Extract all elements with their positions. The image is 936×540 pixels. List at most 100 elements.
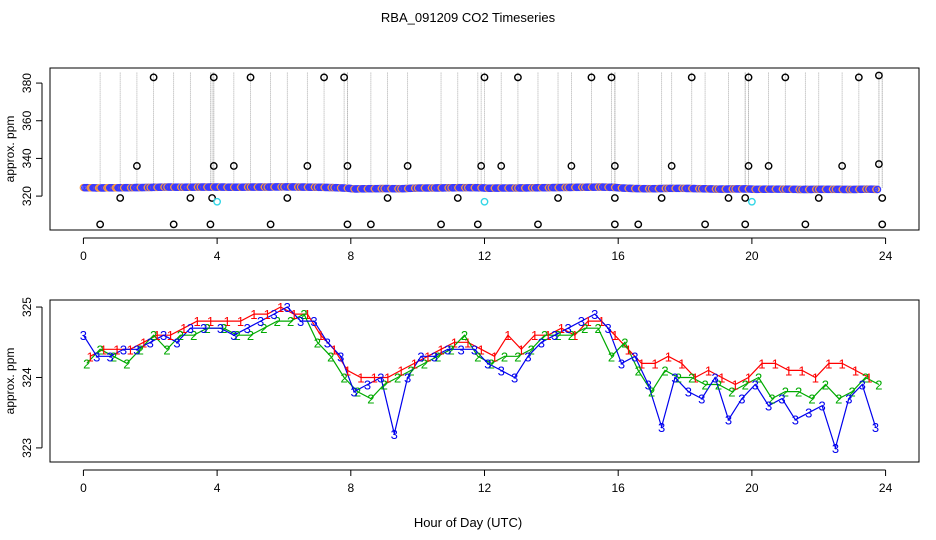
series-point-2: 2 bbox=[203, 321, 210, 336]
series-point-3: 3 bbox=[377, 370, 384, 385]
series-point-2: 2 bbox=[123, 356, 130, 371]
series-point-2: 2 bbox=[274, 314, 281, 329]
point-outliers-low bbox=[366, 220, 375, 229]
series-point-1: 1 bbox=[732, 378, 739, 393]
point-outliers-mid bbox=[229, 162, 238, 170]
point-outliers-low bbox=[801, 220, 810, 229]
series-point-2: 2 bbox=[407, 363, 414, 378]
series-point-2: 2 bbox=[434, 349, 441, 364]
series-point-2: 2 bbox=[327, 349, 334, 364]
series-point-1: 1 bbox=[113, 342, 120, 357]
x-tick-label: 4 bbox=[214, 481, 221, 495]
series-line-3 bbox=[82, 306, 877, 451]
series-point-2: 2 bbox=[421, 356, 428, 371]
series-point-1: 1 bbox=[264, 307, 271, 322]
point-outliers-mid bbox=[209, 162, 218, 170]
series-point-2: 2 bbox=[394, 370, 401, 385]
series-point-3: 3 bbox=[284, 300, 291, 315]
point-outliers-low-near bbox=[116, 194, 125, 202]
point-outliers-low bbox=[473, 220, 482, 229]
series-point-1: 1 bbox=[180, 321, 187, 336]
x-tick-label: 12 bbox=[478, 481, 492, 495]
series-point-3: 3 bbox=[187, 321, 194, 336]
series-point-3: 3 bbox=[230, 328, 237, 343]
series-point-2: 2 bbox=[728, 385, 735, 400]
point-outliers-low-near bbox=[724, 194, 733, 202]
series-point-3: 3 bbox=[120, 342, 127, 357]
point-outliers-low-near bbox=[186, 194, 195, 202]
series-point-2: 2 bbox=[701, 378, 708, 393]
series-point-3: 3 bbox=[698, 392, 705, 407]
series-point-3: 3 bbox=[725, 413, 732, 428]
series-point-3: 3 bbox=[200, 321, 207, 336]
point-outliers-low-near bbox=[610, 194, 619, 202]
series-point-1: 1 bbox=[290, 307, 297, 322]
series-point-1: 1 bbox=[544, 328, 551, 343]
series-point-1: 1 bbox=[491, 349, 498, 364]
point-outliers-low bbox=[437, 220, 445, 229]
series-point-1: 1 bbox=[839, 356, 846, 371]
point-outliers-low bbox=[701, 220, 709, 229]
series-point-3: 3 bbox=[538, 335, 545, 350]
series-point-1: 1 bbox=[193, 314, 200, 329]
x-tick-label: 8 bbox=[347, 481, 354, 495]
series-point-1: 1 bbox=[758, 356, 765, 371]
series-point-3: 3 bbox=[364, 378, 371, 393]
series-point-3: 3 bbox=[173, 335, 180, 350]
series-point-2: 2 bbox=[163, 342, 170, 357]
series-point-3: 3 bbox=[484, 356, 491, 371]
series-point-1: 1 bbox=[865, 370, 872, 385]
series-point-3: 3 bbox=[618, 356, 625, 371]
series-point-3: 3 bbox=[645, 378, 652, 393]
series-point-2: 2 bbox=[661, 363, 668, 378]
x-tick-label: 16 bbox=[612, 481, 626, 495]
series-point-1: 1 bbox=[153, 328, 160, 343]
series-point-2: 2 bbox=[621, 335, 628, 350]
plot-frame bbox=[49, 67, 920, 231]
series-point-3: 3 bbox=[605, 321, 612, 336]
y-tick-label: 324 bbox=[20, 367, 34, 387]
series-point-2: 2 bbox=[260, 321, 267, 336]
series-point-3: 3 bbox=[147, 335, 154, 350]
series-point-1: 1 bbox=[344, 363, 351, 378]
series-point-2: 2 bbox=[300, 307, 307, 322]
series-point-1: 1 bbox=[705, 363, 712, 378]
y-tick-label: 380 bbox=[20, 73, 34, 93]
series-point-2: 2 bbox=[97, 342, 104, 357]
plot-frame bbox=[49, 299, 920, 463]
series-point-2: 2 bbox=[447, 342, 454, 357]
x-tick-label: 4 bbox=[214, 249, 221, 263]
series-point-1: 1 bbox=[504, 328, 511, 343]
series-point-2: 2 bbox=[501, 349, 508, 364]
series-point-3: 3 bbox=[324, 335, 331, 350]
x-tick-label: 0 bbox=[80, 249, 87, 263]
series-point-3: 3 bbox=[337, 349, 344, 364]
series-point-2: 2 bbox=[715, 378, 722, 393]
point-outliers-low bbox=[741, 220, 750, 229]
point-outliers-high bbox=[874, 71, 883, 80]
series-point-3: 3 bbox=[511, 370, 518, 385]
series-point-3: 3 bbox=[551, 328, 558, 343]
point-outliers-mid bbox=[567, 162, 576, 170]
series-point-3: 3 bbox=[351, 385, 358, 400]
series-point-1: 1 bbox=[691, 370, 698, 385]
series-point-2: 2 bbox=[150, 328, 157, 343]
series-point-1: 1 bbox=[678, 356, 685, 371]
point-outliers-low bbox=[169, 220, 178, 229]
point-outliers-high bbox=[480, 73, 489, 82]
series-point-3: 3 bbox=[471, 342, 478, 357]
series-point-3: 3 bbox=[417, 349, 424, 364]
point-outliers-low-near bbox=[878, 194, 887, 202]
point-outliers-mid bbox=[667, 162, 676, 170]
series-point-1: 1 bbox=[437, 342, 444, 357]
series-point-2: 2 bbox=[581, 321, 588, 336]
point-outliers-high bbox=[854, 73, 863, 82]
series-point-2: 2 bbox=[635, 363, 642, 378]
series-point-1: 1 bbox=[665, 349, 672, 364]
series-point-2: 2 bbox=[367, 392, 374, 407]
point-outliers-mid bbox=[838, 162, 847, 170]
series-point-3: 3 bbox=[765, 399, 772, 414]
series-point-2: 2 bbox=[474, 349, 481, 364]
series-point-1: 1 bbox=[451, 335, 458, 350]
point-outliers-low-near bbox=[383, 194, 392, 202]
